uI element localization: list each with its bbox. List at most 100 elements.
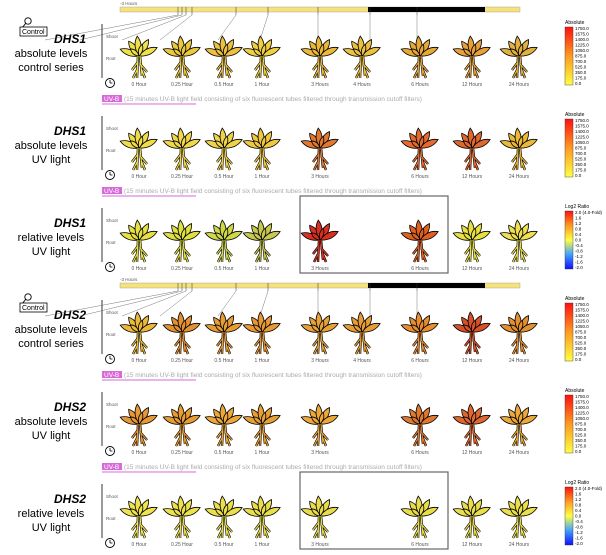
leaf — [319, 414, 339, 425]
shoot-label: Shoot — [106, 310, 119, 315]
leaf — [138, 138, 158, 149]
leaf — [470, 503, 477, 517]
legend-tick: 1.6 — [575, 216, 582, 221]
legend-tick: 525.0 — [575, 65, 587, 70]
time-label: 4 Hours — [353, 358, 371, 364]
leaf — [471, 230, 491, 241]
panel-4: DHS2 absolute levels control series -3 Hour… — [15, 277, 590, 364]
leaf — [318, 411, 325, 425]
leaf — [311, 508, 321, 517]
time-label: 0.5 Hour — [214, 450, 234, 456]
leaf — [261, 230, 281, 241]
legend-tick: 525.0 — [575, 157, 587, 162]
root — [511, 331, 528, 355]
root — [312, 515, 329, 539]
root-label: Root — [106, 56, 116, 61]
uvb-badge — [102, 463, 122, 470]
shoot-label: Shoot — [106, 402, 119, 407]
leaf — [181, 506, 201, 517]
panel-desc-2: UV light — [32, 246, 71, 258]
legend-tick: 1575.0 — [575, 124, 589, 129]
leaf — [253, 508, 263, 517]
leaf — [353, 324, 363, 333]
leaf — [215, 416, 225, 425]
time-label: 6 Hours — [411, 450, 429, 456]
time-label: 6 Hours — [411, 174, 429, 180]
leaf — [311, 416, 321, 425]
legend-tick: 1225.0 — [575, 319, 589, 324]
leaf — [510, 416, 520, 425]
leaf — [253, 232, 263, 241]
legend-tick: 875.0 — [575, 54, 587, 59]
leaf — [510, 324, 520, 333]
leaf — [311, 140, 321, 149]
timeline-connector — [79, 290, 183, 317]
panel-desc-2: UV light — [32, 522, 71, 534]
leaf — [215, 140, 225, 149]
leaf — [130, 508, 140, 517]
leaf — [223, 138, 243, 149]
root — [254, 423, 271, 447]
root — [216, 55, 233, 79]
leaf — [318, 319, 325, 333]
legend-tick: 1050.0 — [575, 48, 589, 53]
leaf — [181, 46, 201, 57]
legend-tick: 350.0 — [575, 346, 587, 351]
leaf — [223, 230, 243, 241]
root-label: Root — [106, 240, 116, 245]
leaf — [181, 322, 201, 333]
leaf — [517, 43, 524, 57]
root — [174, 239, 191, 263]
legend-tick: -2.0 — [575, 541, 583, 546]
timeline-night — [368, 283, 485, 288]
leaf — [130, 140, 140, 149]
legend-tick: 0.0 — [575, 238, 582, 243]
root — [174, 147, 191, 171]
leaf — [419, 46, 439, 57]
legend-tick: 1400.0 — [575, 405, 589, 410]
timeline-connector — [121, 290, 187, 317]
legend-tick: -1.6 — [575, 536, 583, 541]
panel-desc-2: control series — [18, 338, 84, 350]
timeline-label: -3 Hours — [120, 1, 138, 6]
root — [312, 239, 329, 263]
legend-tick: 700.0 — [575, 59, 587, 64]
legend-tick: 0.4 — [575, 232, 582, 237]
leaf — [173, 48, 183, 57]
timeline-connector — [79, 14, 183, 41]
leaf — [253, 48, 263, 57]
leaf — [411, 508, 421, 517]
time-label: 6 Hours — [411, 542, 429, 548]
legend-title: Absolute — [565, 20, 585, 26]
uvb-badge — [102, 95, 122, 102]
root — [354, 331, 371, 355]
legend-tick: 175.0 — [575, 76, 587, 81]
gene-name: DHS1 — [54, 32, 86, 46]
clock-hands — [109, 172, 113, 176]
uvb-label: UV-B — [104, 464, 119, 471]
legend-tick: 1225.0 — [575, 43, 589, 48]
legend-tick: -1.6 — [575, 260, 583, 265]
leaf — [470, 43, 477, 57]
gene-name: DHS1 — [54, 124, 86, 138]
time-label: 12 Hours — [462, 450, 483, 456]
highlight-box — [299, 195, 449, 274]
leaf — [418, 227, 425, 241]
leaf — [180, 411, 187, 425]
legend-tick: 0.4 — [575, 508, 582, 513]
leaf — [311, 232, 321, 241]
leaf — [471, 506, 491, 517]
legend-colorbar — [564, 26, 574, 86]
leaf — [517, 411, 524, 425]
time-label: 12 Hours — [462, 542, 483, 548]
leaf — [138, 506, 158, 517]
timeline-connector — [217, 14, 237, 41]
root-label: Root — [106, 332, 116, 337]
shoot-label: Shoot — [106, 494, 119, 499]
legend-tick: 875.0 — [575, 422, 587, 427]
leaf — [411, 232, 421, 241]
leaf — [260, 503, 267, 517]
leaf — [260, 227, 267, 241]
leaf — [361, 46, 381, 57]
legend-tick: 0.0 — [575, 173, 582, 178]
